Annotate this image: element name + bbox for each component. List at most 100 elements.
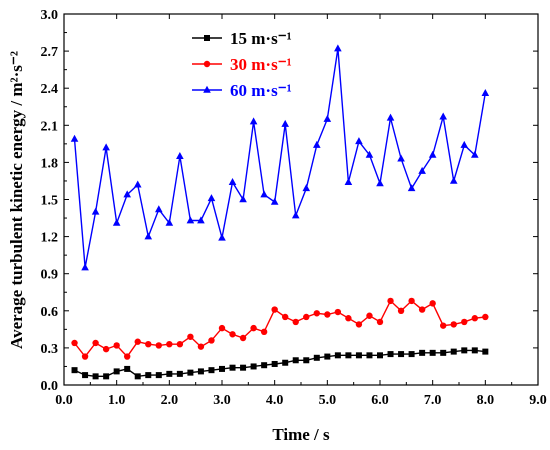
data-point bbox=[81, 263, 89, 271]
x-tick-label: 3.0 bbox=[213, 393, 231, 408]
data-point bbox=[197, 368, 204, 375]
data-point bbox=[376, 318, 384, 326]
legend-label: 30 m·s⁻¹ bbox=[230, 55, 292, 74]
data-point bbox=[82, 372, 89, 379]
data-point bbox=[324, 353, 331, 360]
data-point bbox=[113, 342, 120, 349]
y-tick-label: 0.0 bbox=[41, 379, 59, 394]
data-point bbox=[450, 321, 457, 328]
data-point bbox=[71, 339, 78, 347]
data-point bbox=[366, 312, 373, 319]
data-point bbox=[260, 328, 268, 336]
data-point bbox=[418, 306, 426, 313]
legend-item: 15 m·s⁻¹ bbox=[192, 29, 292, 48]
data-point bbox=[440, 349, 447, 356]
data-point bbox=[450, 348, 457, 355]
data-point bbox=[419, 349, 426, 356]
data-point bbox=[355, 321, 363, 328]
series-layer bbox=[70, 44, 490, 380]
data-point bbox=[408, 351, 415, 358]
data-point bbox=[260, 190, 268, 198]
data-point bbox=[249, 117, 258, 125]
data-point bbox=[323, 114, 332, 122]
data-point bbox=[208, 337, 215, 344]
data-point bbox=[228, 177, 237, 185]
data-point bbox=[282, 313, 289, 321]
data-point bbox=[176, 370, 183, 377]
data-point bbox=[482, 313, 489, 321]
y-tick-label: 1.2 bbox=[41, 231, 59, 246]
data-point bbox=[282, 359, 289, 366]
data-point bbox=[187, 369, 194, 376]
series-1 bbox=[71, 347, 489, 380]
legend-item: 30 m·s⁻¹ bbox=[192, 55, 292, 74]
y-tick-label: 1.8 bbox=[41, 156, 59, 171]
x-tick-label: 0.0 bbox=[55, 393, 73, 408]
data-point bbox=[187, 333, 194, 340]
data-point bbox=[71, 367, 78, 374]
data-point bbox=[313, 310, 320, 317]
data-point bbox=[166, 340, 173, 348]
data-point bbox=[386, 113, 395, 121]
data-point bbox=[239, 195, 247, 203]
data-point bbox=[303, 357, 310, 364]
legend-label: 60 m·s⁻¹ bbox=[230, 81, 292, 100]
data-point bbox=[302, 184, 311, 192]
data-point bbox=[398, 351, 405, 358]
data-point bbox=[186, 216, 195, 224]
data-point bbox=[166, 370, 173, 377]
series-3 bbox=[70, 44, 490, 271]
plot-frame bbox=[63, 13, 539, 386]
data-point bbox=[219, 365, 225, 372]
data-point bbox=[461, 318, 468, 326]
y-tick-label: 2.7 bbox=[41, 45, 59, 60]
data-point bbox=[387, 351, 394, 358]
data-point bbox=[271, 306, 278, 313]
data-point bbox=[439, 112, 447, 120]
data-point bbox=[345, 315, 352, 322]
x-tick-label: 1.0 bbox=[108, 393, 126, 408]
data-point bbox=[124, 365, 131, 372]
series-line bbox=[73, 299, 486, 358]
y-tick-label: 1.5 bbox=[41, 194, 59, 209]
data-point bbox=[92, 339, 99, 347]
data-point bbox=[387, 297, 394, 305]
y-tick-label: 3.0 bbox=[41, 8, 59, 23]
x-tick-label: 8.0 bbox=[477, 393, 495, 408]
data-point bbox=[334, 308, 342, 316]
y-tick-label: 0.3 bbox=[41, 342, 59, 357]
data-point bbox=[240, 364, 247, 371]
data-point bbox=[229, 364, 236, 371]
data-point bbox=[377, 352, 383, 359]
series-line bbox=[73, 48, 486, 268]
data-point bbox=[112, 218, 121, 226]
data-point bbox=[471, 315, 478, 322]
data-point bbox=[91, 207, 100, 215]
x-tick-label: 9.0 bbox=[529, 393, 547, 408]
x-tick-labels: 0.0 1.0 2.0 3.0 4.0 5.0 6.0 7.0 8.0 9.0 bbox=[55, 393, 547, 408]
y-tick-label: 0.9 bbox=[41, 268, 59, 283]
data-point bbox=[134, 338, 141, 345]
data-point bbox=[155, 205, 163, 213]
data-point bbox=[292, 318, 299, 326]
data-point bbox=[407, 184, 416, 192]
data-point bbox=[81, 353, 89, 360]
data-point bbox=[291, 211, 300, 219]
data-point bbox=[292, 357, 299, 364]
x-tick-label: 5.0 bbox=[319, 393, 337, 408]
data-point bbox=[449, 176, 458, 184]
data-point bbox=[365, 150, 374, 158]
data-point bbox=[144, 232, 153, 240]
data-point bbox=[229, 331, 236, 338]
data-point bbox=[429, 300, 436, 307]
data-point bbox=[239, 334, 247, 342]
data-point bbox=[334, 352, 341, 359]
data-point bbox=[471, 150, 479, 158]
data-point bbox=[271, 360, 278, 367]
data-point bbox=[197, 343, 205, 350]
data-point bbox=[355, 352, 362, 359]
data-point bbox=[102, 143, 110, 151]
data-point bbox=[313, 140, 321, 148]
y-tick-label: 2.4 bbox=[41, 82, 59, 97]
